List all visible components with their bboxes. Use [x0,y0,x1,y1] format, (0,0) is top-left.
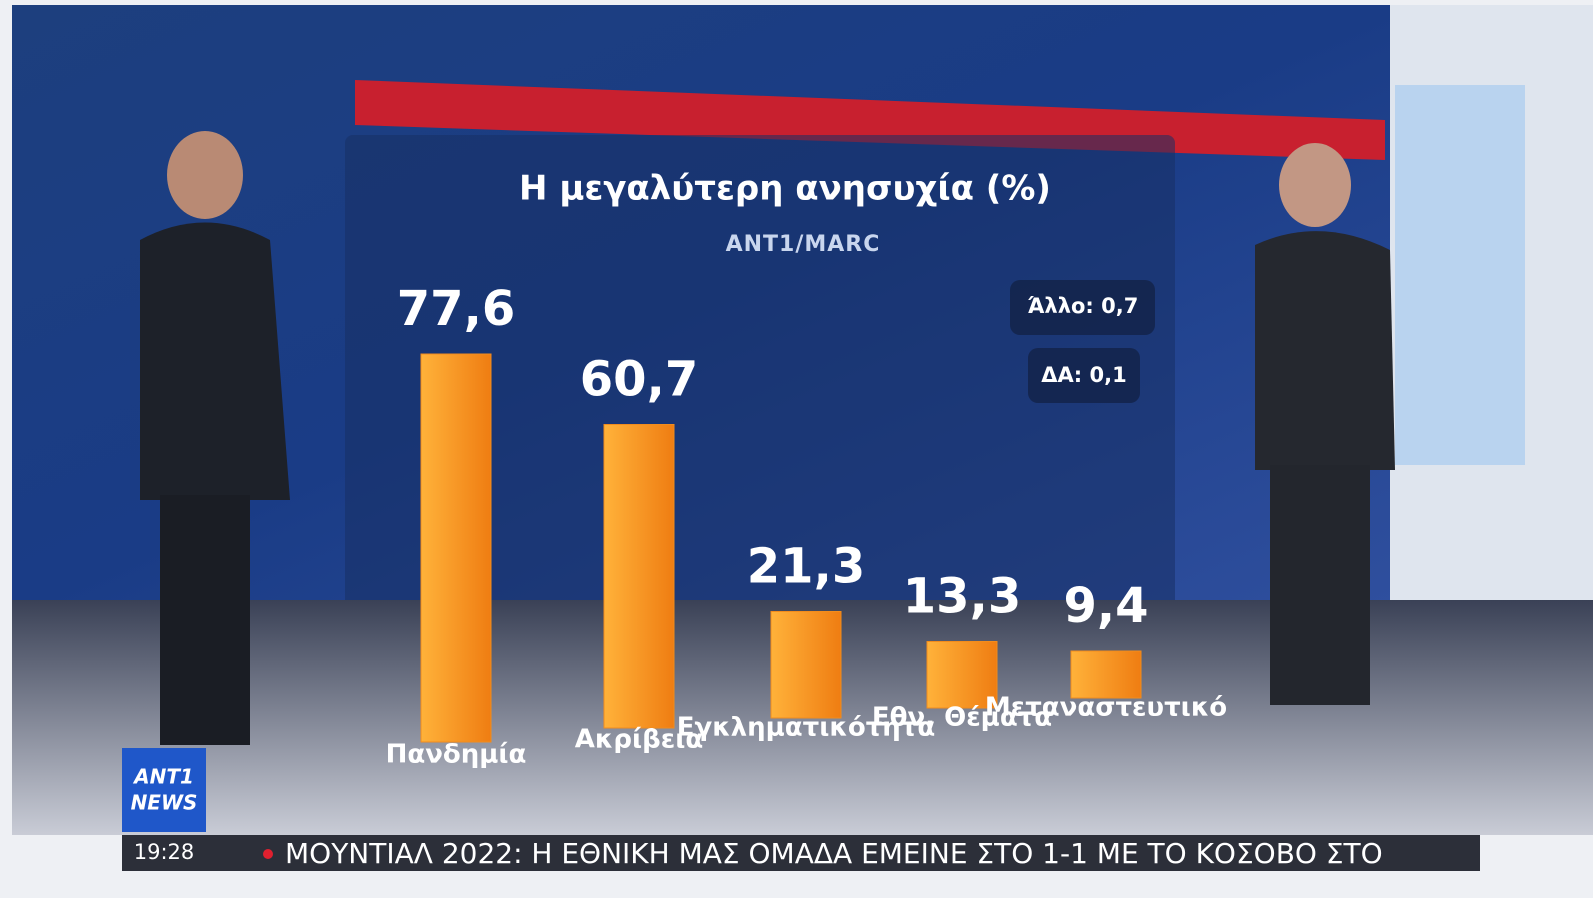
clock: 19:28 [134,840,195,864]
bar [926,641,998,709]
chart-panel [345,135,1175,700]
ticker-text: ΜΟΥΝΤΙΑΛ 2022: Η ΕΘΝΙΚΗ ΜΑΣ ΟΜΑΔΑ ΕΜΕΙΝΕ… [285,837,1383,870]
value-label: 13,3 [903,569,1021,625]
category-label: Ακρίβεια [575,725,703,755]
ticker-dot [263,849,273,859]
annotation: ΔΑ: 0,1 [1041,363,1126,387]
chart-subtitle: ANT1/MARC [726,232,881,257]
annotation: Άλλο: 0,7 [1028,294,1139,318]
bar [1070,650,1142,699]
note-box [1028,348,1140,403]
value-label: 60,7 [580,352,698,408]
category-label: Εγκληματικότητα [677,713,936,743]
bar [420,353,492,743]
bars: 77,6 Πανδημία 60,7 Ακρίβεια 21,3 Εγκληματικότ… [386,281,1228,770]
presenter-left [140,131,290,745]
ticker-bar [122,835,1480,871]
bar [603,424,675,729]
value-label: 77,6 [397,281,515,337]
note-box [1010,280,1155,335]
presenter-right [1255,143,1395,705]
value-label: 21,3 [747,539,865,595]
category-label: Πανδημία [386,740,527,770]
logo-top: ANT1 [132,765,194,789]
logo-bottom: NEWS [131,791,198,815]
map-screen [1395,85,1525,465]
chart-title: Η μεγαλύτερη ανησυχία (%) [519,169,1051,209]
category-label: Εθν. Θέματα [872,703,1052,733]
category-label: Μεταναστευτικό [985,693,1227,723]
logo-box [122,748,206,832]
value-label: 9,4 [1063,578,1148,634]
bar [770,611,842,719]
